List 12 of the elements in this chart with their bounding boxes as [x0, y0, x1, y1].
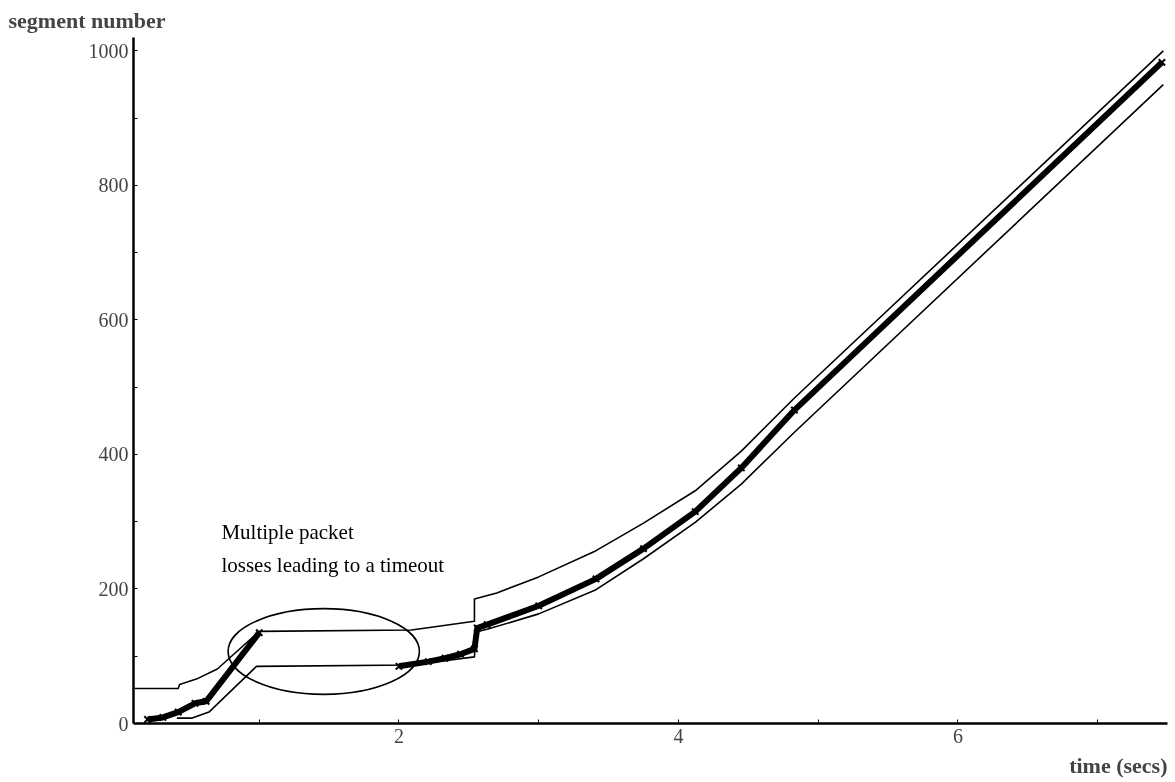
y-axis-title: segment number: [8, 7, 166, 33]
y-tick-label: 1000: [88, 39, 129, 62]
y-tick-label: 600: [98, 308, 129, 331]
y-tick-label: 800: [98, 174, 129, 197]
x-tick-label: 4: [673, 724, 684, 747]
annotation: Multiple packet losses leading to a timeout: [221, 519, 445, 577]
y-tick-label: 400: [98, 443, 129, 466]
x-tick-label: 2: [393, 724, 404, 747]
x-axis-title: time (secs): [1069, 752, 1168, 778]
x-tick-label: 6: [952, 724, 963, 747]
y-tick-label: 200: [98, 577, 129, 600]
y-tick-label: 0: [118, 712, 129, 735]
